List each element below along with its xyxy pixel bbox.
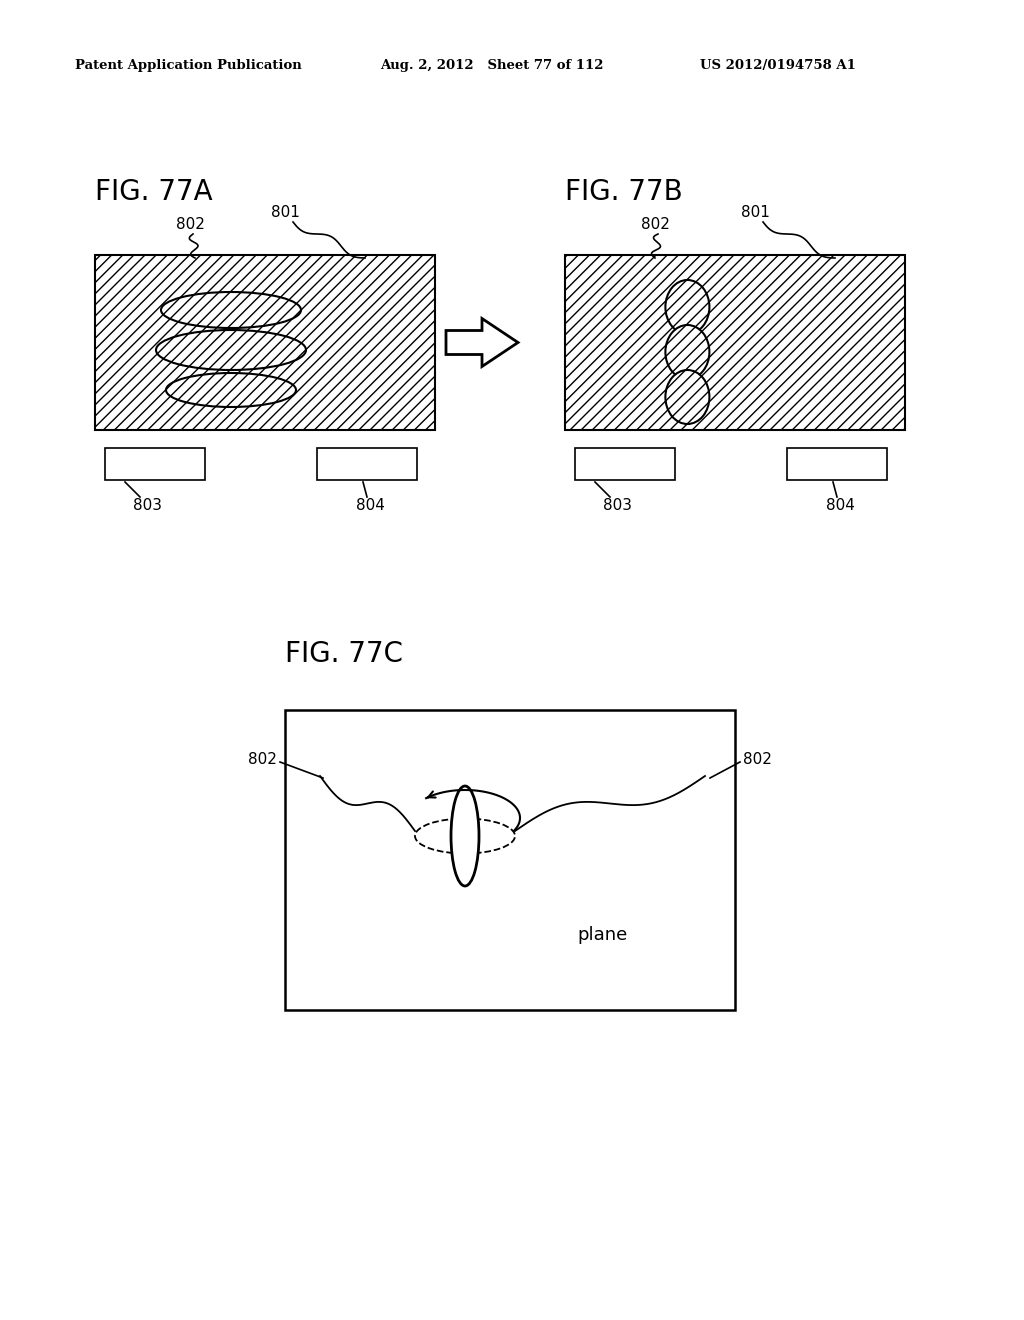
- Text: US 2012/0194758 A1: US 2012/0194758 A1: [700, 58, 856, 71]
- Ellipse shape: [666, 370, 710, 424]
- Text: 802: 802: [641, 216, 670, 232]
- Text: plane: plane: [578, 927, 628, 944]
- Polygon shape: [446, 318, 518, 367]
- Bar: [95, 255, 435, 430]
- Bar: [787, 447, 887, 480]
- Bar: [575, 447, 675, 480]
- Bar: [565, 255, 905, 430]
- Ellipse shape: [156, 330, 306, 370]
- Text: 801: 801: [270, 205, 299, 220]
- Text: 803: 803: [602, 498, 632, 513]
- Ellipse shape: [161, 292, 301, 327]
- Text: 804: 804: [355, 498, 384, 513]
- Bar: [285, 710, 735, 1010]
- Text: 802: 802: [175, 216, 205, 232]
- Text: 802: 802: [743, 752, 772, 767]
- Text: Aug. 2, 2012   Sheet 77 of 112: Aug. 2, 2012 Sheet 77 of 112: [380, 58, 603, 71]
- Ellipse shape: [451, 785, 479, 886]
- Text: FIG. 77B: FIG. 77B: [565, 178, 683, 206]
- Text: 804: 804: [825, 498, 854, 513]
- Text: Patent Application Publication: Patent Application Publication: [75, 58, 302, 71]
- Text: FIG. 77C: FIG. 77C: [285, 640, 403, 668]
- Bar: [317, 447, 417, 480]
- Bar: [105, 447, 205, 480]
- Ellipse shape: [166, 374, 296, 407]
- Text: 801: 801: [740, 205, 769, 220]
- Text: 803: 803: [132, 498, 162, 513]
- Ellipse shape: [666, 280, 710, 334]
- Text: FIG. 77A: FIG. 77A: [95, 178, 213, 206]
- Ellipse shape: [666, 325, 710, 379]
- Text: 802: 802: [248, 752, 278, 767]
